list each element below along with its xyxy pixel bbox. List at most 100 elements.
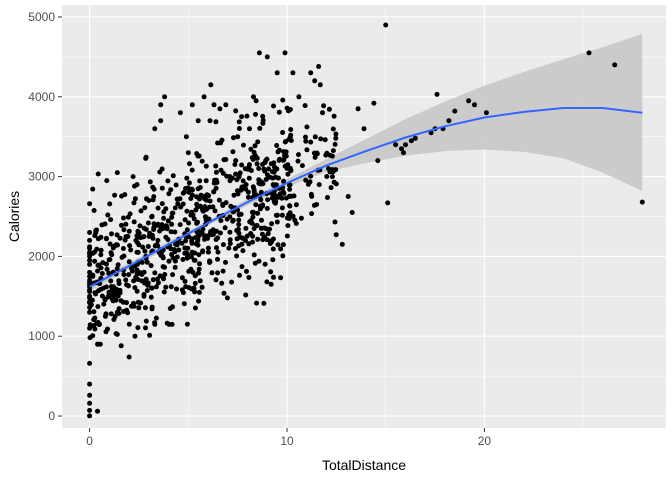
data-point <box>87 413 93 419</box>
data-point <box>276 157 282 163</box>
data-point <box>186 189 192 195</box>
data-point <box>170 210 176 216</box>
data-point <box>243 292 249 298</box>
data-point <box>142 305 148 311</box>
data-point <box>260 161 266 167</box>
data-point <box>132 333 138 339</box>
data-point <box>213 163 219 169</box>
data-point <box>217 106 223 112</box>
data-point <box>314 202 320 207</box>
data-point <box>153 284 159 290</box>
data-point <box>330 169 336 175</box>
data-point <box>161 289 167 295</box>
data-point <box>236 126 242 131</box>
data-point <box>214 245 219 251</box>
data-point <box>150 277 156 283</box>
data-point <box>282 153 287 159</box>
data-point <box>250 239 255 245</box>
data-point <box>100 285 106 291</box>
data-point <box>271 103 276 109</box>
data-point <box>196 266 202 272</box>
data-point <box>196 289 202 295</box>
data-point <box>233 158 239 164</box>
data-point <box>117 235 123 241</box>
data-point <box>255 139 261 145</box>
data-point <box>246 175 252 181</box>
data-point <box>612 62 618 68</box>
data-point <box>198 192 204 198</box>
data-point <box>203 178 209 184</box>
data-point <box>299 163 305 169</box>
data-point <box>144 259 150 265</box>
data-point <box>165 237 171 242</box>
data-point <box>210 231 216 237</box>
data-point <box>227 229 233 235</box>
data-point <box>87 360 93 366</box>
data-point <box>206 216 212 222</box>
data-point <box>287 186 293 192</box>
data-point <box>201 94 207 100</box>
data-point <box>112 313 118 319</box>
data-point <box>195 118 201 124</box>
data-point <box>256 50 262 56</box>
data-point <box>153 243 158 249</box>
data-point <box>166 191 172 197</box>
data-point <box>137 223 143 229</box>
data-point <box>158 102 164 108</box>
data-point <box>184 250 190 256</box>
data-point <box>212 208 218 214</box>
data-point <box>274 70 280 76</box>
data-point <box>271 160 277 166</box>
data-point <box>238 211 244 217</box>
data-point <box>215 256 220 262</box>
data-point <box>104 266 110 272</box>
data-point <box>270 257 276 263</box>
data-point <box>87 244 93 250</box>
data-point <box>260 237 266 243</box>
data-point <box>466 98 472 104</box>
data-point <box>276 175 281 181</box>
data-point <box>180 290 186 296</box>
data-point <box>176 247 182 253</box>
data-point <box>281 190 287 196</box>
data-point <box>177 222 183 228</box>
data-point <box>126 354 132 360</box>
data-point <box>328 185 334 191</box>
data-point <box>280 242 286 248</box>
data-point <box>192 257 198 263</box>
data-point <box>331 113 337 119</box>
data-point <box>150 235 156 241</box>
data-point <box>218 218 224 224</box>
data-point <box>288 127 294 132</box>
data-point <box>333 135 339 141</box>
data-point <box>186 180 192 186</box>
data-point <box>195 232 201 238</box>
y-axis-title: Calories <box>6 191 22 242</box>
data-point <box>240 235 245 241</box>
data-point <box>146 234 152 239</box>
data-point <box>192 305 198 311</box>
data-point <box>168 284 174 290</box>
data-point <box>93 228 99 234</box>
data-point <box>248 146 254 152</box>
y-tick-label: 1000 <box>28 329 55 343</box>
data-point <box>173 182 179 188</box>
data-point <box>224 216 230 222</box>
data-point <box>147 332 153 338</box>
data-point <box>227 174 233 180</box>
data-point <box>136 305 142 311</box>
data-point <box>248 231 254 236</box>
data-point <box>87 381 93 387</box>
data-point <box>264 54 270 60</box>
data-point <box>251 252 257 258</box>
confidence-band <box>89 33 643 292</box>
data-point <box>126 321 132 327</box>
data-point <box>234 253 240 259</box>
data-point <box>191 285 197 291</box>
data-point <box>403 142 408 148</box>
data-point <box>250 214 256 220</box>
y-tick-label: 3000 <box>28 170 55 184</box>
y-tick-label: 5000 <box>28 10 55 24</box>
data-point <box>267 174 273 180</box>
data-point <box>131 278 137 284</box>
